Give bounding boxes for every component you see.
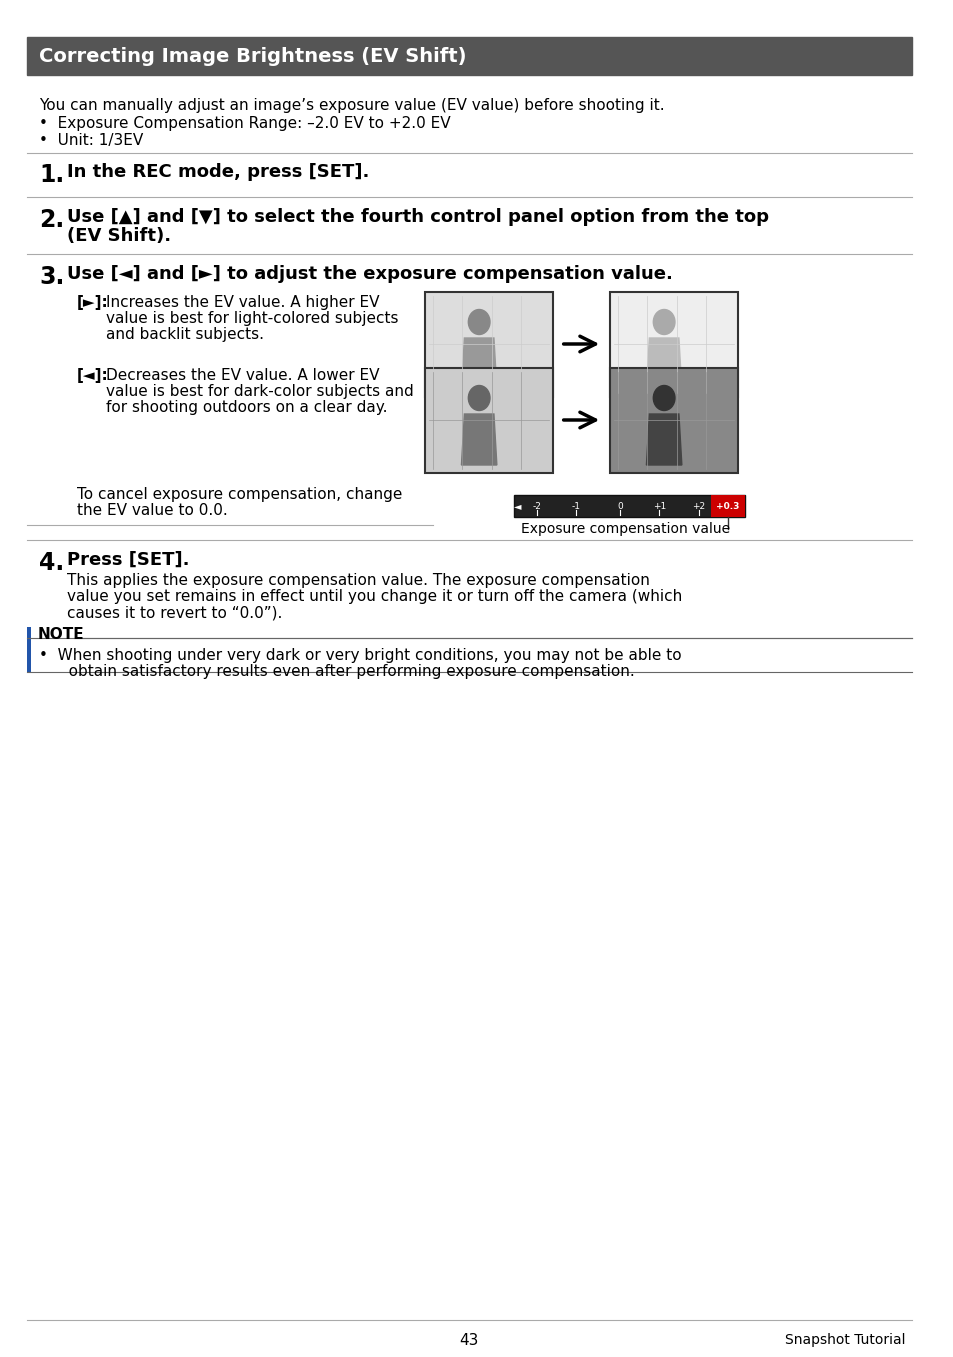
Text: Use [▲] and [▼] to select the fourth control panel option from the top: Use [▲] and [▼] to select the fourth con… [67, 208, 768, 227]
Text: (EV Shift).: (EV Shift). [67, 227, 171, 246]
Bar [27, 627, 31, 672]
Polygon shape [461, 338, 497, 389]
Text: 43: 43 [459, 1333, 478, 1348]
Text: causes it to revert to “0.0”).: causes it to revert to “0.0”). [67, 605, 282, 620]
Ellipse shape [468, 309, 490, 334]
Polygon shape [646, 338, 681, 389]
Text: •  Exposure Compensation Range: –2.0 EV to +2.0 EV: • Exposure Compensation Range: –2.0 EV t… [39, 115, 451, 132]
Text: To cancel exposure compensation, change: To cancel exposure compensation, change [76, 487, 402, 502]
Text: Correcting Image Brightness (EV Shift): Correcting Image Brightness (EV Shift) [39, 46, 466, 65]
Text: Press [SET].: Press [SET]. [67, 551, 190, 569]
Bar [425, 292, 553, 398]
Bar [425, 368, 553, 474]
Text: +0.3: +0.3 [716, 502, 739, 510]
Text: •  Unit: 1/3EV: • Unit: 1/3EV [39, 133, 144, 148]
Text: value is best for light-colored subjects: value is best for light-colored subjects [106, 311, 398, 326]
Polygon shape [646, 414, 681, 465]
Bar [711, 495, 744, 517]
Polygon shape [461, 414, 497, 465]
Text: 2.: 2. [39, 208, 65, 232]
Text: 0: 0 [617, 502, 622, 510]
Bar [513, 495, 744, 517]
Text: [◄]:: [◄]: [76, 368, 109, 383]
Bar [27, 37, 911, 75]
Text: +2: +2 [691, 502, 704, 510]
Text: the EV value to 0.0.: the EV value to 0.0. [76, 503, 227, 518]
Bar [609, 368, 738, 474]
Text: You can manually adjust an image’s exposure value (EV value) before shooting it.: You can manually adjust an image’s expos… [39, 98, 664, 113]
Ellipse shape [653, 309, 675, 334]
Text: 3.: 3. [39, 265, 65, 289]
Text: Exposure compensation value: Exposure compensation value [521, 522, 730, 536]
Text: value you set remains in effect until you change it or turn off the camera (whic: value you set remains in effect until yo… [67, 589, 681, 604]
Text: +1: +1 [652, 502, 665, 510]
Text: In the REC mode, press [SET].: In the REC mode, press [SET]. [67, 163, 369, 180]
Text: NOTE: NOTE [37, 627, 84, 642]
Text: [►]:: [►]: [76, 294, 109, 309]
Bar [609, 292, 738, 398]
Text: This applies the exposure compensation value. The exposure compensation: This applies the exposure compensation v… [67, 573, 649, 588]
Text: Snapshot Tutorial: Snapshot Tutorial [784, 1333, 904, 1348]
Text: •  When shooting under very dark or very bright conditions, you may not be able : • When shooting under very dark or very … [39, 649, 681, 664]
Text: 4.: 4. [39, 551, 65, 575]
Text: Increases the EV value. A higher EV: Increases the EV value. A higher EV [106, 294, 379, 309]
Text: -1: -1 [571, 502, 580, 510]
Ellipse shape [468, 385, 490, 411]
Text: -2: -2 [532, 502, 540, 510]
Text: Use [◄] and [►] to adjust the exposure compensation value.: Use [◄] and [►] to adjust the exposure c… [67, 265, 672, 284]
Text: and backlit subjects.: and backlit subjects. [106, 327, 264, 342]
Text: obtain satisfactory results even after performing exposure compensation.: obtain satisfactory results even after p… [54, 664, 634, 678]
Ellipse shape [653, 385, 675, 411]
Text: value is best for dark-color subjects and: value is best for dark-color subjects an… [106, 384, 414, 399]
Text: Decreases the EV value. A lower EV: Decreases the EV value. A lower EV [106, 368, 379, 383]
Text: 1.: 1. [39, 163, 65, 187]
Text: ◄: ◄ [514, 501, 520, 512]
Text: for shooting outdoors on a clear day.: for shooting outdoors on a clear day. [106, 400, 387, 415]
